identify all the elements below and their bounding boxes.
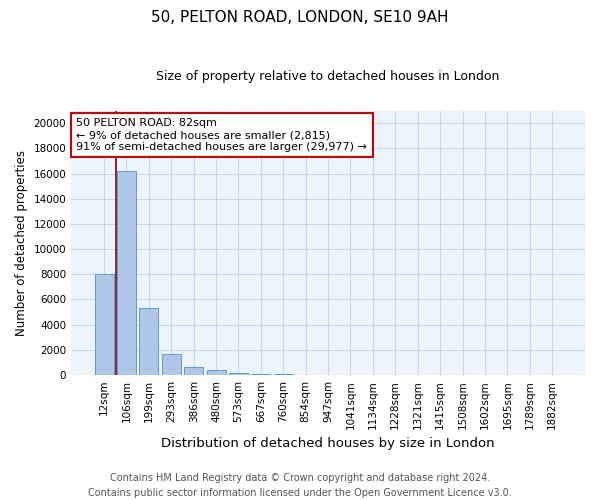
Text: 50, PELTON ROAD, LONDON, SE10 9AH: 50, PELTON ROAD, LONDON, SE10 9AH xyxy=(151,10,449,25)
Text: Contains HM Land Registry data © Crown copyright and database right 2024.
Contai: Contains HM Land Registry data © Crown c… xyxy=(88,472,512,498)
Bar xyxy=(251,374,271,375)
Bar xyxy=(206,370,226,375)
Bar xyxy=(117,171,136,375)
Bar xyxy=(274,374,293,375)
Bar xyxy=(162,354,181,375)
Bar xyxy=(139,308,158,375)
Y-axis label: Number of detached properties: Number of detached properties xyxy=(15,150,28,336)
Text: 50 PELTON ROAD: 82sqm
← 9% of detached houses are smaller (2,815)
91% of semi-de: 50 PELTON ROAD: 82sqm ← 9% of detached h… xyxy=(76,118,367,152)
Title: Size of property relative to detached houses in London: Size of property relative to detached ho… xyxy=(157,70,500,83)
X-axis label: Distribution of detached houses by size in London: Distribution of detached houses by size … xyxy=(161,437,495,450)
Bar xyxy=(184,368,203,375)
Bar xyxy=(95,274,113,375)
Bar xyxy=(229,372,248,375)
